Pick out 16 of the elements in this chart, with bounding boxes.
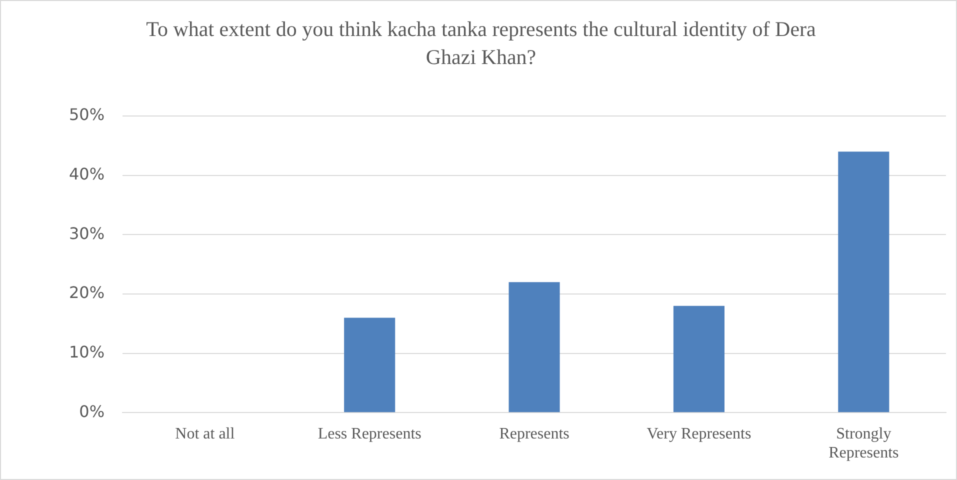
- bar: [344, 318, 396, 412]
- bar: [673, 306, 724, 412]
- chart-title: To what extent do you think kacha tanka represents the cultural identity of Dera Ghazi Khan?: [145, 16, 817, 71]
- x-tick-label: Represents: [499, 425, 570, 442]
- y-tick-label: 50%: [69, 105, 105, 124]
- bar: [508, 282, 560, 412]
- y-tick-label: 30%: [69, 224, 105, 243]
- y-tick-label: 10%: [69, 342, 105, 362]
- x-tick-label: Less Represents: [318, 425, 422, 442]
- bar: [838, 152, 890, 412]
- y-tick-label: 20%: [69, 283, 105, 302]
- y-tick-label: 40%: [69, 164, 105, 184]
- x-tick-label: Very Represents: [646, 425, 752, 442]
- y-tick-label: 0%: [79, 402, 105, 421]
- x-tick-label: Not at all: [175, 425, 236, 442]
- x-tick-label: Strongly Represents: [828, 425, 899, 462]
